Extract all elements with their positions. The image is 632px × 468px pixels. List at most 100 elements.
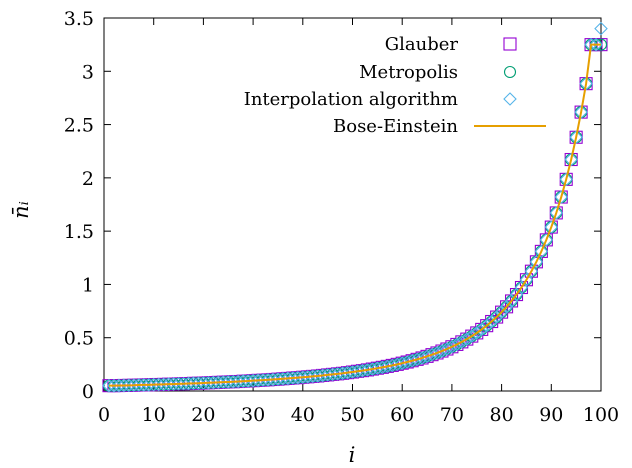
data-point — [136, 378, 151, 392]
data-point — [489, 310, 504, 324]
data-point — [276, 371, 290, 386]
data-point — [127, 378, 141, 393]
data-point — [251, 373, 265, 388]
data-point — [579, 76, 593, 91]
x-tick-label: 80 — [490, 404, 514, 426]
data-point — [216, 375, 231, 389]
data-point — [166, 377, 181, 391]
data-point — [221, 375, 236, 389]
data-point — [112, 378, 126, 393]
series-2 — [102, 21, 608, 393]
data-point — [524, 264, 539, 278]
data-point — [539, 233, 554, 247]
data-point — [151, 377, 166, 392]
data-point — [266, 372, 280, 387]
y-tick-label: 3 — [82, 61, 94, 83]
data-point — [256, 373, 270, 387]
data-point — [117, 378, 131, 393]
data-point — [325, 367, 340, 382]
legend-mark-circle — [503, 65, 517, 79]
data-point — [206, 375, 221, 390]
data-point — [589, 37, 603, 52]
series-layer — [102, 21, 608, 393]
data-point — [479, 318, 494, 333]
y-tick-label: 0.5 — [64, 328, 94, 350]
data-point — [141, 378, 156, 392]
data-point — [181, 376, 196, 391]
plot-area — [103, 17, 602, 392]
y-tick-label: 3.5 — [64, 8, 94, 30]
data-point — [231, 374, 245, 389]
data-point — [529, 255, 544, 269]
legend-label-2: Interpolation algorithm — [244, 89, 458, 110]
x-tick-label: 100 — [583, 404, 619, 426]
x-tick-label: 90 — [539, 404, 563, 426]
legend-mark-square — [503, 37, 517, 51]
data-point — [146, 377, 161, 392]
data-point — [569, 130, 583, 145]
y-tick-label: 2.5 — [64, 115, 94, 137]
x-tick-label: 50 — [340, 404, 364, 426]
x-axis: 0 10 20 30 40 50 60 70 80 90 100 — [98, 18, 619, 426]
y-tick-label: 2 — [82, 168, 94, 190]
x-tick-label: 60 — [390, 404, 414, 426]
data-point — [494, 305, 509, 319]
data-point — [549, 206, 564, 220]
legend: Glauber Metropolis Interpolation algorit… — [244, 34, 546, 137]
legend-mark-diamond — [503, 92, 517, 106]
data-point — [315, 368, 330, 383]
data-point — [291, 370, 305, 385]
data-point — [236, 374, 250, 388]
x-axis-label: i — [349, 443, 356, 467]
data-point — [534, 244, 549, 259]
legend-label-0: Glauber — [385, 34, 459, 55]
data-point — [286, 371, 300, 385]
data-point — [176, 376, 191, 391]
data-point — [191, 376, 206, 390]
x-tick-label: 20 — [191, 404, 215, 426]
data-point — [241, 374, 255, 388]
y-tick-label: 1.5 — [64, 221, 94, 243]
x-tick-label: 70 — [440, 404, 464, 426]
data-point — [201, 376, 216, 390]
data-point — [320, 368, 335, 382]
data-point — [554, 190, 569, 204]
data-point — [544, 220, 559, 234]
data-point — [156, 377, 171, 392]
x-tick-label: 0 — [98, 404, 110, 426]
data-point — [122, 378, 136, 393]
x-tick-label: 40 — [291, 404, 315, 426]
x-tick-label: 30 — [241, 404, 265, 426]
y-axis-label: n̄ᵢ — [9, 201, 33, 219]
x-tick-label: 10 — [142, 404, 166, 426]
data-point — [271, 372, 285, 386]
y-tick-label: 0 — [82, 381, 94, 403]
data-point — [161, 377, 176, 391]
data-point — [519, 272, 534, 287]
data-point — [559, 172, 573, 187]
plot-frame — [103, 17, 602, 392]
data-point — [310, 369, 325, 383]
data-point — [484, 314, 499, 329]
data-point — [171, 377, 186, 391]
data-point — [499, 300, 514, 314]
data-point — [305, 369, 320, 384]
data-point — [296, 370, 310, 385]
data-point — [211, 375, 226, 390]
legend-label-1: Metropolis — [359, 62, 458, 83]
data-point — [107, 378, 121, 393]
data-point — [281, 371, 295, 386]
data-point — [102, 378, 116, 393]
data-point — [196, 376, 211, 390]
data-point — [186, 376, 201, 391]
data-point — [300, 370, 315, 384]
data-point — [132, 378, 146, 392]
legend-label-3: Bose-Einstein — [333, 116, 458, 137]
series-3 — [108, 43, 601, 387]
bose-einstein-line — [108, 43, 601, 387]
data-point — [226, 374, 240, 389]
data-point — [574, 105, 588, 119]
data-point — [246, 373, 260, 388]
y-tick-label: 1 — [82, 274, 94, 296]
